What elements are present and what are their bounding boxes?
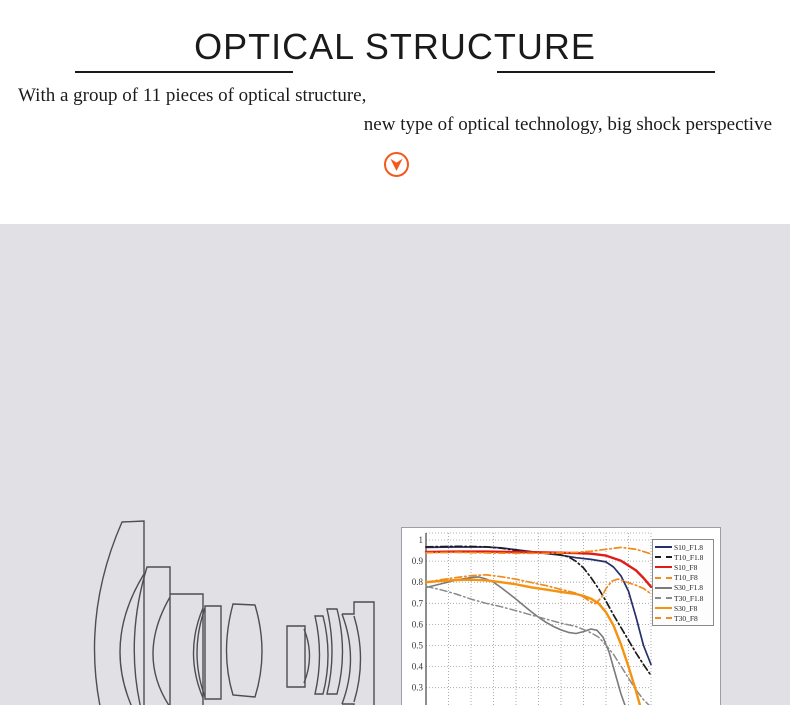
legend-item: T10_F1.8 <box>655 552 711 562</box>
legend-line-sample <box>655 566 672 569</box>
svg-text:0.7: 0.7 <box>412 598 424 608</box>
svg-text:1: 1 <box>419 535 424 545</box>
legend-item: T10_F8 <box>655 573 711 583</box>
svg-text:0.3: 0.3 <box>412 683 424 693</box>
svg-text:0.5: 0.5 <box>412 641 424 651</box>
legend-label: T30_F8 <box>674 613 698 623</box>
subtitle-line-2: new type of optical technology, big shoc… <box>363 114 772 135</box>
legend-line-sample <box>655 617 672 620</box>
svg-text:0.6: 0.6 <box>412 619 424 629</box>
legend-line-sample <box>655 597 672 600</box>
legend-label: T30_F1.8 <box>674 593 704 603</box>
svg-text:0.4: 0.4 <box>412 662 424 672</box>
mtf-chart-legend: S10_F1.8 T10_F1.8 S10_F8 T10_F8 S30_F1.8 T30_… <box>652 539 714 626</box>
lens-structure-diagram <box>93 520 375 705</box>
legend-label: S30_F1.8 <box>674 583 703 593</box>
subtitle-line-1: With a group of 11 pieces of optical str… <box>18 85 367 106</box>
title-underline-right <box>497 71 715 73</box>
mtf-chart-panel: 00.10.20.30.40.50.60.70.80.910371014 S10… <box>401 527 721 705</box>
legend-item: T30_F1.8 <box>655 593 711 603</box>
legend-item: S10_F8 <box>655 562 711 572</box>
legend-label: S10_F8 <box>674 562 698 572</box>
legend-line-sample <box>655 576 672 579</box>
showcase-panel: 00.10.20.30.40.50.60.70.80.910371014 S10… <box>0 224 790 705</box>
legend-item: S10_F1.8 <box>655 542 711 552</box>
legend-item: S30_F1.8 <box>655 583 711 593</box>
legend-label: S30_F8 <box>674 603 698 613</box>
legend-label: S10_F1.8 <box>674 542 703 552</box>
legend-line-sample <box>655 546 672 549</box>
legend-label: T10_F8 <box>674 573 698 583</box>
svg-text:0.2: 0.2 <box>412 704 423 705</box>
legend-line-sample <box>655 586 672 589</box>
page-title: OPTICAL STRUCTURE <box>194 26 596 67</box>
legend-item: T30_F8 <box>655 613 711 623</box>
svg-text:0.9: 0.9 <box>412 556 424 566</box>
legend-line-sample <box>655 607 672 610</box>
mtf-chart-svg: 00.10.20.30.40.50.60.70.80.910371014 <box>412 532 653 705</box>
down-arrow-icon <box>384 152 409 177</box>
legend-label: T10_F1.8 <box>674 552 704 562</box>
title-underline-left <box>75 71 293 73</box>
legend-line-sample <box>655 556 672 559</box>
svg-text:0.8: 0.8 <box>412 577 424 587</box>
legend-item: S30_F8 <box>655 603 711 613</box>
